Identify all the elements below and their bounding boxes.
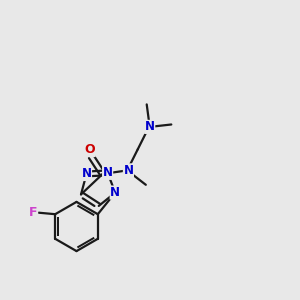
Text: N: N — [145, 120, 155, 134]
Text: F: F — [29, 206, 38, 219]
Text: O: O — [84, 143, 95, 157]
Text: N: N — [82, 167, 92, 181]
Text: N: N — [103, 166, 112, 179]
Text: N: N — [110, 186, 120, 199]
Text: N: N — [123, 164, 134, 177]
